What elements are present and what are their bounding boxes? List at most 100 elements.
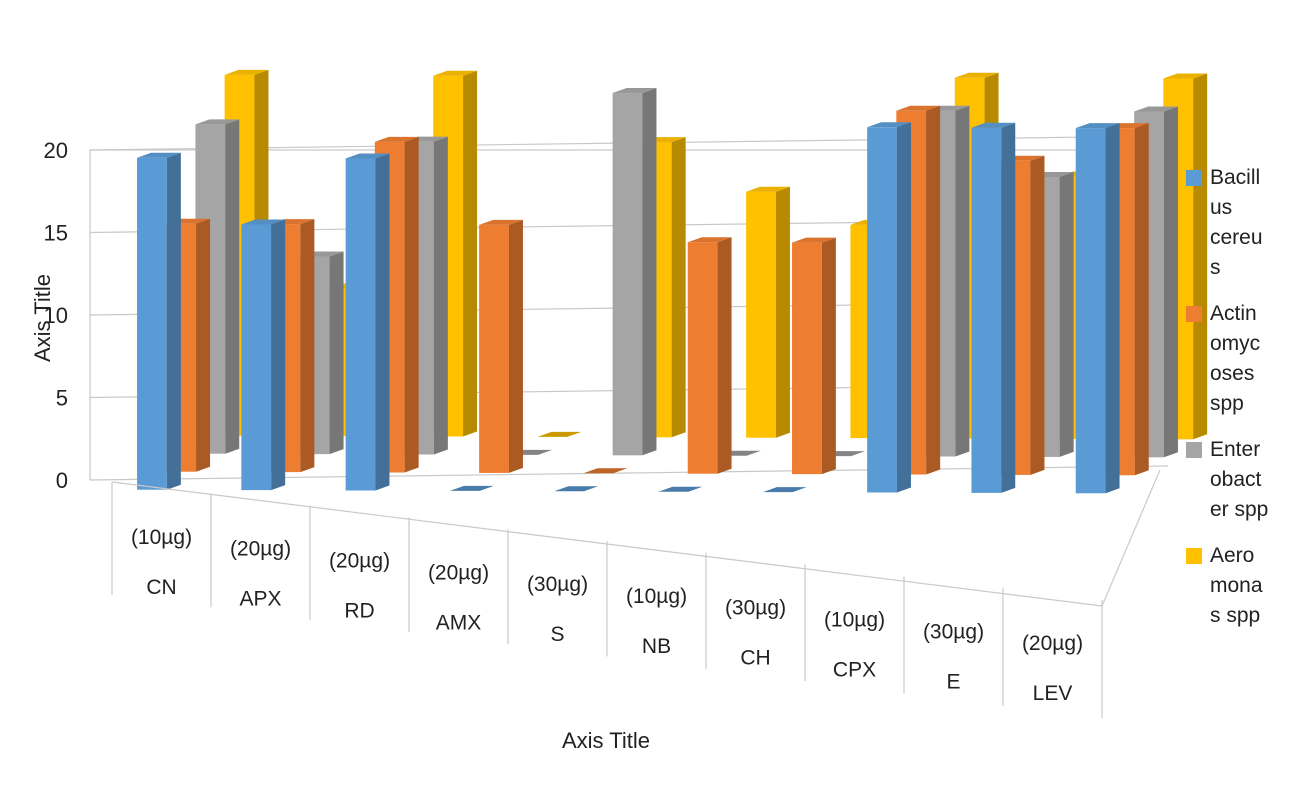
bar — [867, 127, 897, 493]
bar-side — [1134, 123, 1149, 476]
bar — [1075, 128, 1106, 494]
bar-side — [642, 88, 657, 456]
bar-side — [1105, 123, 1120, 494]
bar-side — [1001, 122, 1016, 493]
legend-entry-line: spp — [1210, 392, 1244, 415]
bar-flat — [449, 485, 494, 491]
y-tick-label: 5 — [56, 386, 68, 411]
bar-top — [241, 219, 286, 225]
bar-top — [433, 70, 478, 76]
x-category-table: (10µg) CN (20µg) APX (20µg) RD (20µg) AMX (30µg)… — [111, 469, 1161, 718]
category-dose-label: (30µg) — [527, 573, 588, 596]
category-name-label: AMX — [436, 611, 482, 634]
legend-entry-line: er spp — [1210, 498, 1268, 521]
bar-side — [433, 136, 448, 455]
legend-entry-line: mona — [1210, 574, 1263, 597]
bar-side — [329, 251, 344, 455]
bar-top — [224, 69, 269, 75]
legend-entry-line: obact — [1210, 468, 1262, 491]
legend-entry-line: cereu — [1210, 226, 1263, 249]
category-name-label: S — [550, 623, 564, 646]
bar — [792, 242, 822, 475]
series-1-bars — [166, 105, 1149, 476]
bar-top — [195, 119, 240, 125]
category-dose-label: (30µg) — [725, 597, 786, 620]
bar-top — [896, 105, 941, 111]
category-name-label: CN — [146, 576, 176, 599]
category-name-label: RD — [344, 600, 374, 623]
bar-side — [508, 219, 523, 473]
legend-entry-line: Enter — [1210, 438, 1260, 461]
bar-flat — [537, 431, 582, 437]
bar-flat — [583, 468, 628, 474]
bar — [971, 127, 1002, 493]
legend-entry-line: Actin — [1210, 302, 1257, 325]
bar — [612, 93, 643, 456]
category-name-label: LEV — [1033, 682, 1073, 705]
category-name-label: NB — [642, 635, 671, 658]
bar — [137, 157, 167, 490]
bar-top — [867, 122, 911, 128]
category-dose-label: (10µg) — [626, 585, 687, 608]
bar-side — [196, 218, 211, 472]
floor-right-edge — [1101, 469, 1161, 607]
bar-side — [821, 237, 836, 475]
legend-entry-line: oses — [1210, 362, 1254, 385]
legend-swatch — [1186, 306, 1202, 322]
bar-side — [404, 136, 419, 473]
bar-top — [1075, 123, 1120, 129]
category-name-label: E — [946, 670, 960, 693]
bar-side — [926, 105, 941, 475]
bar-top — [746, 186, 790, 192]
bar-top — [1134, 106, 1178, 112]
bar-side — [271, 219, 286, 491]
bar-side — [1030, 155, 1045, 475]
category-name-label: CPX — [833, 659, 876, 682]
category-dose-label: (10µg) — [824, 609, 885, 632]
legend-swatch — [1186, 442, 1202, 458]
category-dose-label: (20µg) — [428, 561, 489, 584]
legend-entry-line: omyc — [1210, 332, 1260, 355]
legend-entry-line: s — [1210, 256, 1221, 279]
bar-top — [687, 237, 732, 243]
bar — [241, 224, 272, 491]
series-0-bars — [137, 122, 1120, 494]
category-name-label: CH — [740, 647, 770, 670]
y-tick-label: 10 — [44, 303, 68, 328]
bar-side — [896, 122, 911, 493]
legend-entry-line: us — [1210, 196, 1232, 219]
bar-top — [971, 122, 1016, 128]
bar — [687, 242, 718, 474]
legend-swatch — [1186, 170, 1202, 186]
category-dose-label: (20µg) — [329, 550, 390, 573]
bar-flat — [762, 487, 807, 493]
bar — [345, 158, 376, 491]
bar-top — [1163, 73, 1208, 79]
legend-entry-line: Bacill — [1210, 166, 1260, 189]
category-dose-label: (30µg) — [923, 620, 984, 643]
legend: Bacill us cereu s Actin omyc oses spp Enter obact… — [1186, 166, 1268, 627]
bars — [137, 69, 1208, 494]
bar — [479, 224, 509, 473]
y-tick-labels: 0 5 10 15 20 — [44, 138, 68, 493]
y-axis-title: Axis Title — [30, 274, 55, 362]
bar-top — [954, 72, 999, 78]
bar-top — [374, 136, 419, 142]
category-name-label: APX — [239, 588, 281, 611]
y-tick-label: 20 — [44, 138, 68, 163]
x-axis-title: Axis Title — [562, 728, 650, 753]
bar — [746, 191, 776, 438]
bar-flat — [554, 486, 599, 492]
legend-swatch — [1186, 548, 1202, 564]
bar-side — [1163, 106, 1178, 458]
category-dose-label: (20µg) — [230, 538, 291, 561]
category-dose-label: (20µg) — [1022, 632, 1083, 655]
bar-side — [671, 137, 686, 438]
bar-side — [375, 153, 390, 491]
bar-top — [612, 88, 657, 94]
floor-front-edge — [111, 481, 1103, 607]
bar-top — [137, 152, 181, 158]
bar-side — [463, 70, 478, 437]
y-tick-label: 15 — [44, 221, 68, 246]
